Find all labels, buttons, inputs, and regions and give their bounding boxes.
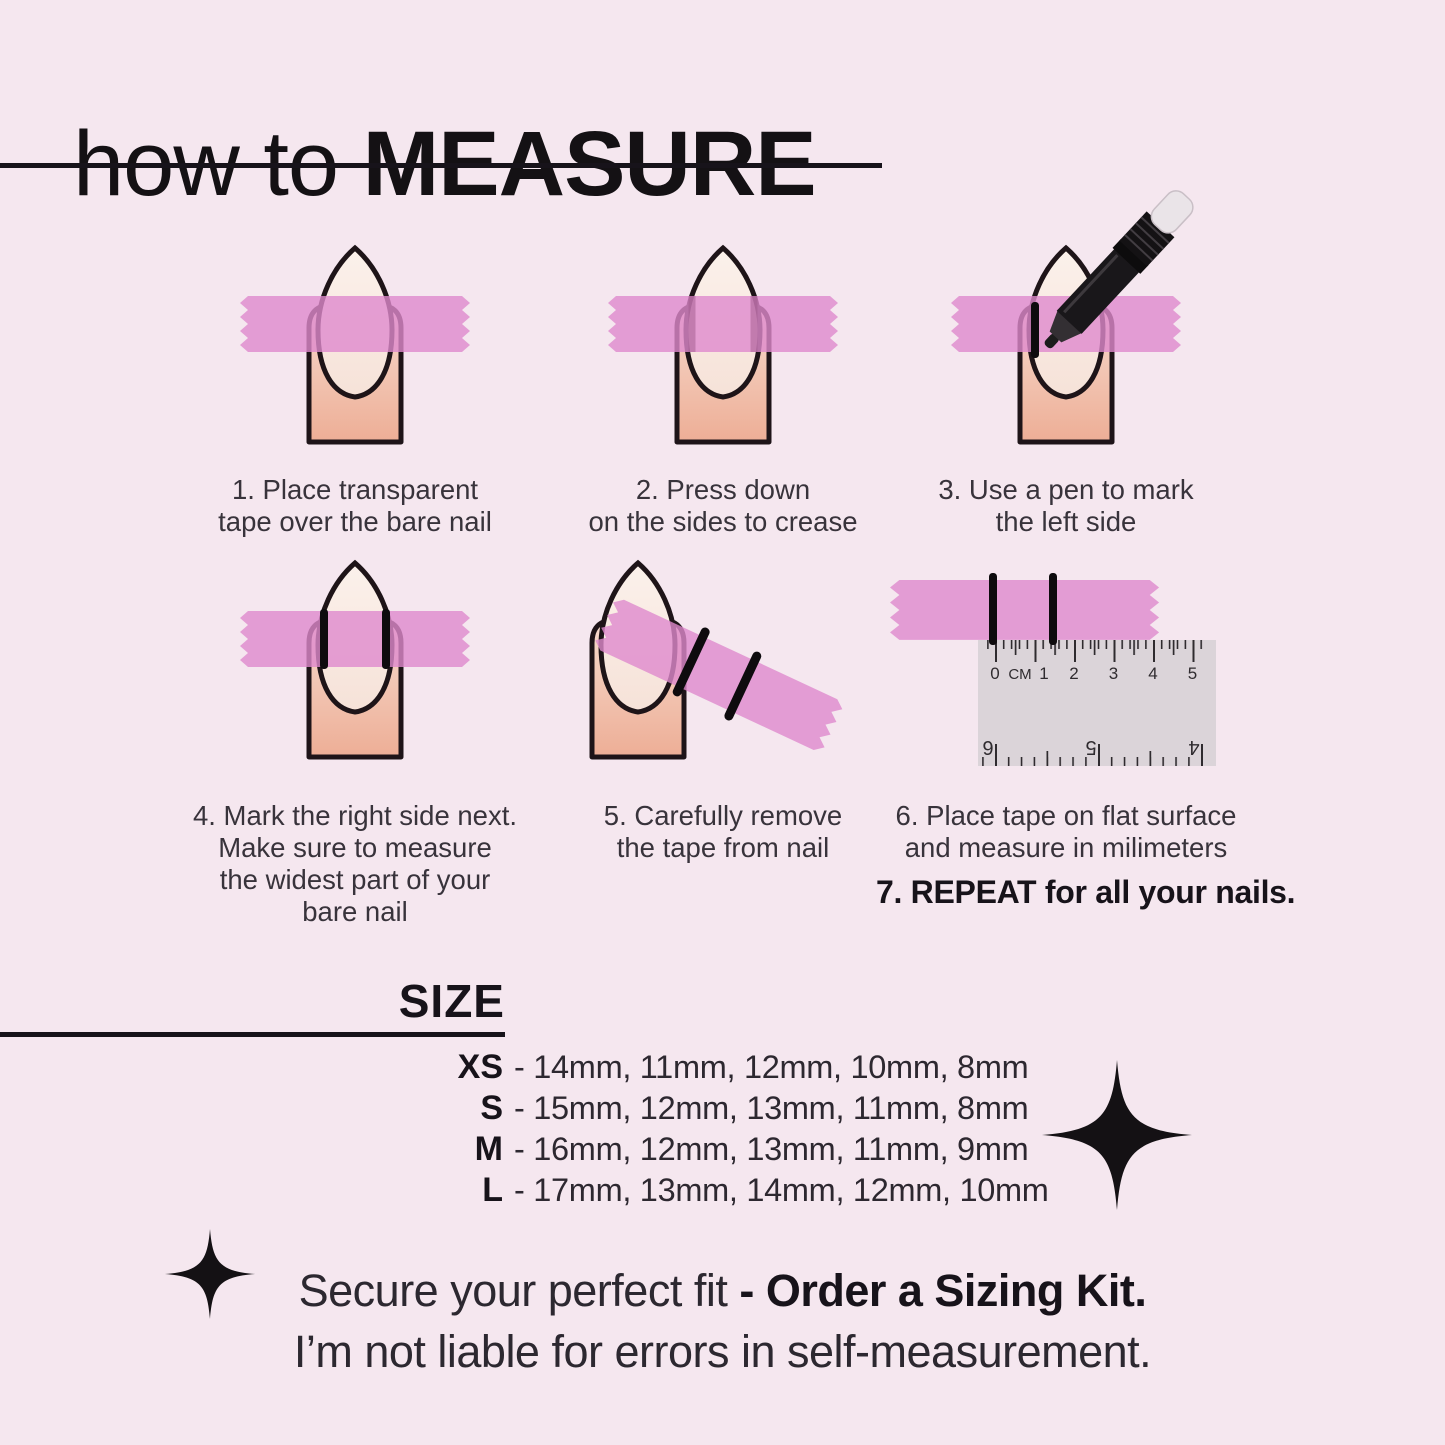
mark-line-left: [672, 627, 710, 697]
ruler-icon: 0 CM 1 2 3 4 5 6 5 4: [978, 640, 1216, 766]
tape-strip: [240, 296, 470, 352]
size-row-l: L - 17mm, 13mm, 14mm, 12mm, 10mm: [383, 1171, 1049, 1212]
step6-caption: 6. Place tape on flat surface and measur…: [895, 799, 1237, 863]
size-values: - 16mm, 12mm, 13mm, 11mm, 9mm: [514, 1131, 1029, 1167]
sparkle-icon-large: [1042, 1060, 1192, 1210]
ruler-number-flipped: 6: [982, 736, 993, 758]
mark-line-left: [989, 573, 997, 645]
mark-line-right: [1049, 573, 1057, 645]
size-label: L: [482, 1171, 503, 1209]
step6-illustration: 0 CM 1 2 3 4 5 6 5 4: [890, 573, 1216, 766]
step5-caption: 5. Carefully remove the tape from nail: [603, 799, 843, 863]
size-row-s: S - 15mm, 12mm, 13mm, 11mm, 8mm: [383, 1089, 1049, 1130]
ruler-number-flipped: 4: [1188, 736, 1199, 758]
pen-icon: [1044, 190, 1194, 349]
size-values: - 15mm, 12mm, 13mm, 11mm, 8mm: [514, 1090, 1029, 1126]
title-underline: [0, 163, 882, 168]
step4-caption: 4. Mark the right side next. Make sure t…: [192, 799, 518, 927]
tape-strip-angled: [592, 596, 846, 754]
mark-line-left: [320, 609, 328, 669]
size-label: S: [480, 1089, 503, 1127]
ruler-number: 4: [1148, 664, 1157, 683]
step3-illustration: [951, 190, 1194, 446]
ruler-number: 2: [1069, 664, 1078, 683]
ruler-number: 5: [1188, 664, 1197, 683]
mark-line-right: [382, 609, 390, 669]
size-table: XS - 14mm, 11mm, 12mm, 10mm, 8mm S - 15m…: [383, 1048, 1049, 1212]
ruler-number: 0: [990, 664, 999, 683]
tape-strip: [240, 611, 470, 667]
footer-line1: Secure your perfect fit - Order a Sizing…: [0, 1260, 1445, 1321]
size-label: XS: [457, 1048, 503, 1086]
footer-line1-normal: Secure your perfect fit: [298, 1265, 740, 1316]
step3-caption: 3. Use a pen to mark the left side: [938, 473, 1194, 537]
size-values: - 14mm, 11mm, 12mm, 10mm, 8mm: [514, 1049, 1029, 1085]
ruler-unit-label: CM: [1008, 666, 1031, 683]
step1-caption: 1. Place transparent tape over the bare …: [218, 473, 492, 537]
tape-strip: [608, 296, 838, 352]
crease-left: [688, 296, 696, 352]
step4-illustration: [240, 533, 470, 761]
ruler-number: 3: [1109, 664, 1118, 683]
step5-illustration: [580, 533, 846, 761]
size-row-xs: XS - 14mm, 11mm, 12mm, 10mm, 8mm: [383, 1048, 1049, 1089]
sparkle-icon-small: [165, 1229, 255, 1319]
step1-illustration: [240, 218, 470, 446]
footer-line1-bold: - Order a Sizing Kit.: [739, 1265, 1147, 1316]
size-row-m: M - 16mm, 12mm, 13mm, 11mm, 9mm: [383, 1130, 1049, 1171]
mark-line-left: [1031, 302, 1039, 358]
size-underline: [0, 1032, 505, 1037]
ruler-number-flipped: 5: [1085, 736, 1096, 758]
size-label: M: [474, 1130, 503, 1168]
ruler-number: 1: [1039, 664, 1048, 683]
mark-line-right: [724, 651, 762, 721]
footer-text: Secure your perfect fit - Order a Sizing…: [0, 1260, 1445, 1382]
step2-illustration: [608, 218, 838, 446]
repeat-note: 7. REPEAT for all your nails.: [876, 874, 1296, 910]
tape-strip: [890, 580, 1160, 640]
step2-caption: 2. Press down on the sides to crease: [588, 473, 858, 537]
crease-right: [750, 296, 758, 352]
size-heading: SIZE: [398, 975, 505, 1027]
footer-line2: I’m not liable for errors in self-measur…: [293, 1326, 1152, 1377]
size-values: - 17mm, 13mm, 14mm, 12mm, 10mm: [514, 1172, 1049, 1208]
